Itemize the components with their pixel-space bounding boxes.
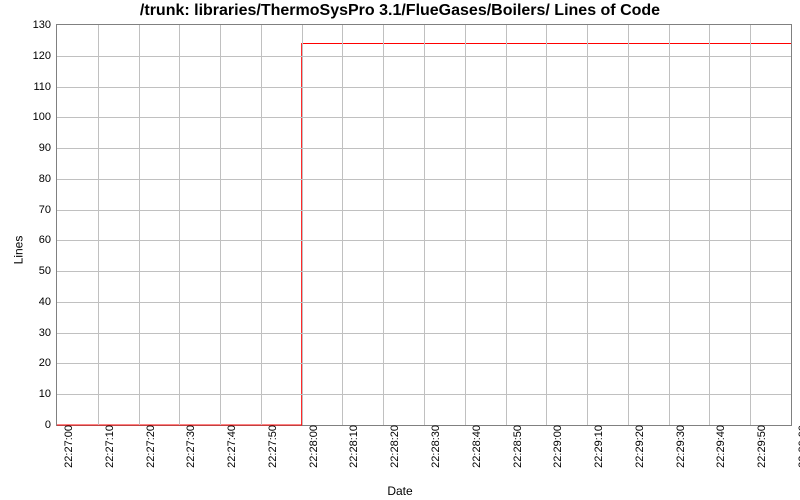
x-tick-label: 22:27:10: [98, 425, 116, 468]
plot-area: 010203040506070809010011012013022:27:002…: [56, 24, 792, 426]
gridline-vertical: [302, 25, 303, 425]
gridline-vertical: [628, 25, 629, 425]
gridline-vertical: [506, 25, 507, 425]
gridline-vertical: [669, 25, 670, 425]
x-tick-label: 22:29:50: [750, 425, 768, 468]
x-tick-label: 22:27:30: [179, 425, 197, 468]
y-tick-label: 80: [39, 173, 57, 185]
gridline-vertical: [709, 25, 710, 425]
gridline-vertical: [220, 25, 221, 425]
y-tick-label: 120: [33, 50, 57, 62]
y-tick-label: 130: [33, 19, 57, 31]
y-tick-label: 60: [39, 234, 57, 246]
gridline-vertical: [424, 25, 425, 425]
x-tick-label: 22:29:40: [709, 425, 727, 468]
x-tick-label: 22:27:50: [261, 425, 279, 468]
y-tick-label: 40: [39, 296, 57, 308]
gridline-vertical: [383, 25, 384, 425]
x-tick-label: 22:30:00: [791, 425, 800, 468]
gridline-vertical: [261, 25, 262, 425]
x-tick-label: 22:27:20: [139, 425, 157, 468]
x-axis-label: Date: [0, 484, 800, 498]
gridline-vertical: [465, 25, 466, 425]
y-tick-label: 30: [39, 327, 57, 339]
x-tick-label: 22:29:10: [587, 425, 605, 468]
gridline-vertical: [750, 25, 751, 425]
y-tick-label: 50: [39, 265, 57, 277]
y-axis-label: Lines: [11, 236, 25, 265]
x-tick-label: 22:28:50: [506, 425, 524, 468]
y-tick-label: 90: [39, 142, 57, 154]
x-tick-label: 22:28:30: [424, 425, 442, 468]
gridline-vertical: [342, 25, 343, 425]
x-tick-label: 22:29:00: [546, 425, 564, 468]
y-tick-label: 100: [33, 111, 57, 123]
gridline-vertical: [139, 25, 140, 425]
x-tick-label: 22:27:00: [57, 425, 75, 468]
chart-container: /trunk: libraries/ThermoSysPro 3.1/FlueG…: [0, 0, 800, 500]
y-tick-label: 70: [39, 204, 57, 216]
chart-title: /trunk: libraries/ThermoSysPro 3.1/FlueG…: [0, 2, 800, 20]
gridline-vertical: [179, 25, 180, 425]
y-tick-label: 10: [39, 388, 57, 400]
x-tick-label: 22:29:30: [669, 425, 687, 468]
x-tick-label: 22:29:20: [628, 425, 646, 468]
y-tick-label: 20: [39, 357, 57, 369]
x-tick-label: 22:28:20: [383, 425, 401, 468]
x-tick-label: 22:28:00: [302, 425, 320, 468]
x-tick-label: 22:27:40: [220, 425, 238, 468]
y-tick-label: 110: [33, 81, 57, 93]
x-tick-label: 22:28:10: [342, 425, 360, 468]
x-tick-label: 22:28:40: [465, 425, 483, 468]
gridline-vertical: [546, 25, 547, 425]
gridline-vertical: [98, 25, 99, 425]
gridline-vertical: [587, 25, 588, 425]
y-tick-label: 0: [45, 419, 57, 431]
